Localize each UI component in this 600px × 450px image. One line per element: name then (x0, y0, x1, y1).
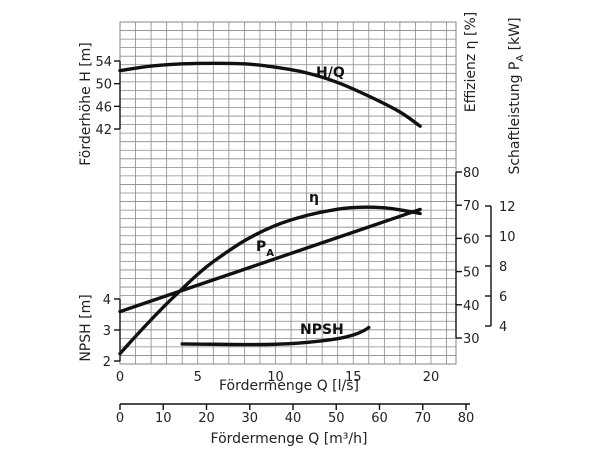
power-tick-label: 12 (499, 200, 516, 215)
power-tick-label: 4 (499, 320, 507, 335)
label-hq: H/Q (316, 65, 345, 81)
npsh-curve (180, 325, 371, 347)
flow-m3h-tick-label: 60 (371, 411, 388, 426)
label-pa-sub: A (266, 248, 274, 259)
flow-m3h-tick-label: 10 (155, 411, 172, 426)
chart-axis-titles: Förderhöhe H [m] NPSH [m] Effizienz η [%… (78, 12, 526, 447)
flow-ls-tick-label: 10 (267, 370, 284, 385)
flow-m3h-tick-label: 0 (116, 411, 124, 426)
flow-m3h-tick-label: 20 (198, 411, 215, 426)
power-axis-title-unit: [kW] (507, 17, 523, 54)
efficiency-tick-label: 50 (463, 266, 480, 281)
label-eta: η (309, 190, 319, 206)
power-axis-title-main: Schaftleistung P (507, 62, 523, 175)
flow-m3h-tick-label: 40 (285, 411, 302, 426)
power-tick-label: 6 (499, 290, 507, 305)
label-pa-main: P (256, 239, 266, 255)
power-tick-label: 8 (499, 260, 507, 275)
efficiency-tick-label: 40 (463, 299, 480, 314)
head-tick-label: 54 (95, 55, 112, 70)
power-tick-label: 10 (499, 230, 516, 245)
head-axis-title: Förderhöhe H [m] (78, 42, 94, 166)
flow-ls-tick-label: 15 (345, 370, 362, 385)
power-axis-title: Schaftleistung PA [kW] (507, 17, 526, 174)
power-curve (118, 207, 422, 314)
power-axis-title-sub: A (515, 55, 526, 62)
label-npsh: NPSH (300, 322, 344, 338)
flow-m3h-tick-label: 30 (241, 411, 258, 426)
flow-ls-tick-label: 0 (116, 370, 124, 385)
efficiency-tick-label: 70 (463, 199, 480, 214)
flow-m3h-tick-label: 70 (414, 411, 431, 426)
flow-ls-tick-label: 20 (423, 370, 440, 385)
npsh-tick-label: 2 (103, 355, 111, 370)
head-curve (118, 61, 422, 128)
npsh-tick-label: 4 (103, 293, 111, 308)
flow-m3h-tick-label: 50 (328, 411, 345, 426)
flow-m3h-tick-label: 80 (458, 411, 475, 426)
efficiency-tick-label: 60 (463, 232, 480, 247)
chart-axes (114, 60, 492, 410)
head-tick-label: 50 (95, 78, 112, 93)
npsh-tick-label: 3 (103, 324, 111, 339)
head-tick-label: 42 (95, 123, 112, 138)
flow-ls-tick-label: 5 (194, 370, 202, 385)
label-pa: PA (256, 239, 274, 259)
npsh-axis-title: NPSH [m] (78, 294, 94, 361)
head-tick-label: 46 (95, 100, 112, 115)
efficiency-axis-title: Effizienz η [%] (463, 12, 479, 112)
efficiency-tick-label: 80 (463, 166, 480, 181)
flow-ls-axis-title: Fördermenge Q [l/s] (219, 378, 359, 394)
chart-grid (119, 21, 457, 365)
chart-curves (118, 61, 422, 356)
chart-curve-labels: H/Q η PA NPSH (256, 65, 345, 338)
efficiency-tick-label: 30 (463, 332, 480, 347)
flow-m3h-axis-title: Fördermenge Q [m³/h] (211, 431, 368, 447)
efficiency-curve (118, 205, 422, 356)
